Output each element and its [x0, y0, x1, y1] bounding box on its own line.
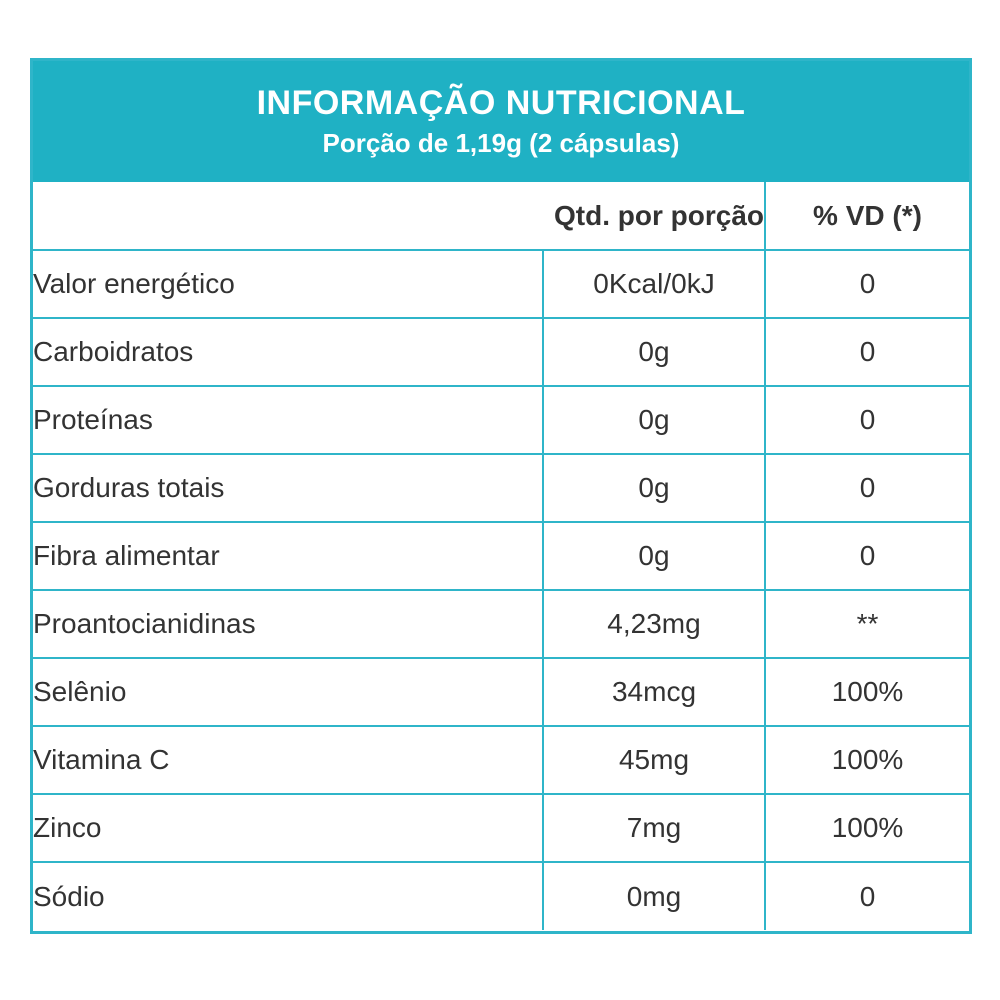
table-row: Zinco 7mg 100% — [33, 793, 969, 862]
nutrient-daily-value: 100% — [764, 657, 969, 726]
nutrient-quantity: 0g — [542, 521, 765, 590]
nutrient-name: Carboidratos — [33, 317, 543, 386]
nutrient-daily-value: 0 — [764, 861, 969, 930]
nutrition-table: Qtd. por porção % VD (*) Valor energétic… — [33, 182, 969, 930]
nutrient-quantity: 45mg — [542, 725, 765, 794]
table-row: Proantocianidinas 4,23mg ** — [33, 589, 969, 658]
nutrient-daily-value: 0 — [764, 249, 969, 318]
table-row: Carboidratos 0g 0 — [33, 317, 969, 386]
header-daily-value: % VD (*) — [764, 182, 969, 250]
nutrition-facts-panel: INFORMAÇÃO NUTRICIONAL Porção de 1,19g (… — [30, 58, 972, 934]
nutrient-daily-value: ** — [764, 589, 969, 658]
table-row: Fibra alimentar 0g 0 — [33, 521, 969, 590]
nutrient-quantity: 0g — [542, 317, 765, 386]
nutrient-daily-value: 100% — [764, 793, 969, 862]
nutrient-name: Fibra alimentar — [33, 521, 543, 590]
table-row: Selênio 34mcg 100% — [33, 657, 969, 726]
serving-size: Porção de 1,19g (2 cápsulas) — [322, 128, 680, 158]
nutrient-name: Selênio — [33, 657, 543, 726]
nutrient-quantity: 0mg — [542, 861, 765, 930]
table-row: Proteínas 0g 0 — [33, 385, 969, 454]
nutrition-banner: INFORMAÇÃO NUTRICIONAL Porção de 1,19g (… — [33, 61, 969, 182]
nutrient-name: Gorduras totais — [33, 453, 543, 522]
nutrient-quantity: 0g — [542, 385, 765, 454]
nutrient-name: Proantocianidinas — [33, 589, 543, 658]
header-qty-per-serving: Qtd. por porção — [554, 199, 764, 231]
table-row: Sódio 0mg 0 — [33, 861, 969, 930]
nutrient-daily-value: 0 — [764, 317, 969, 386]
nutrient-quantity: 7mg — [542, 793, 765, 862]
table-row: Gorduras totais 0g 0 — [33, 453, 969, 522]
nutrient-daily-value: 0 — [764, 453, 969, 522]
nutrient-name: Zinco — [33, 793, 543, 862]
nutrient-daily-value: 0 — [764, 521, 969, 590]
table-row: Vitamina C 45mg 100% — [33, 725, 969, 794]
nutrient-quantity: 4,23mg — [542, 589, 765, 658]
header-row: Qtd. por porção % VD (*) — [33, 182, 969, 250]
nutrient-name: Sódio — [33, 861, 543, 930]
nutrient-quantity: 0g — [542, 453, 765, 522]
nutrient-quantity: 0Kcal/0kJ — [542, 249, 765, 318]
nutrient-name: Proteínas — [33, 385, 543, 454]
nutrient-daily-value: 0 — [764, 385, 969, 454]
nutrient-quantity: 34mcg — [542, 657, 765, 726]
nutrient-name: Valor energético — [33, 249, 543, 318]
nutrient-daily-value: 100% — [764, 725, 969, 794]
table-row: Valor energético 0Kcal/0kJ 0 — [33, 249, 969, 318]
table-title: INFORMAÇÃO NUTRICIONAL — [256, 84, 746, 122]
nutrient-name: Vitamina C — [33, 725, 543, 794]
